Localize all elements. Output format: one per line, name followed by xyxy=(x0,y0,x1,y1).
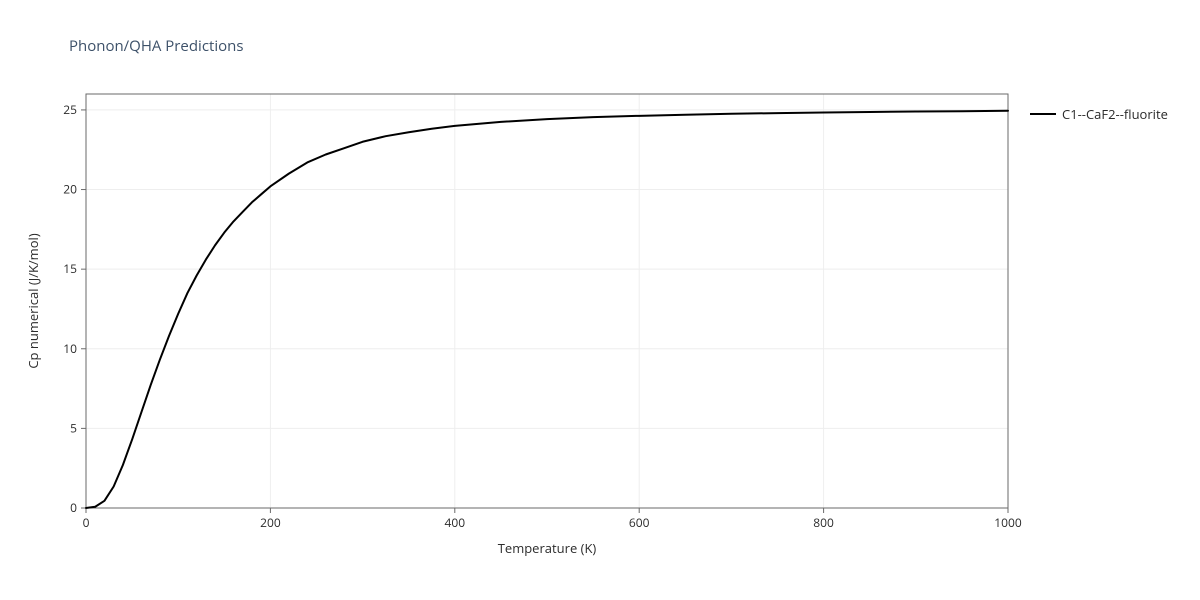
svg-text:5: 5 xyxy=(70,419,77,436)
svg-text:Cp numerical (J/K/mol): Cp numerical (J/K/mol) xyxy=(24,233,42,368)
chart-svg: 0 200 400 600 800 1000 0 5 10 15 20 25 Temperature (… xyxy=(0,0,1200,600)
svg-text:15: 15 xyxy=(63,260,77,277)
svg-text:200: 200 xyxy=(260,514,281,531)
legend-series-line xyxy=(1030,113,1056,115)
svg-text:0: 0 xyxy=(83,514,90,531)
svg-text:0: 0 xyxy=(70,499,77,516)
svg-text:600: 600 xyxy=(629,514,650,531)
chart-container: Phonon/QHA Predictions 02004006008001000… xyxy=(0,0,1200,600)
svg-text:Temperature (K): Temperature (K) xyxy=(498,539,597,557)
svg-text:10: 10 xyxy=(63,340,77,357)
svg-text:800: 800 xyxy=(813,514,834,531)
svg-text:20: 20 xyxy=(63,181,77,198)
legend: C1--CaF2--fluorite xyxy=(1030,105,1168,123)
legend-series-label: C1--CaF2--fluorite xyxy=(1062,105,1168,123)
svg-text:400: 400 xyxy=(445,514,466,531)
svg-text:1000: 1000 xyxy=(994,514,1022,531)
svg-text:25: 25 xyxy=(63,101,77,118)
